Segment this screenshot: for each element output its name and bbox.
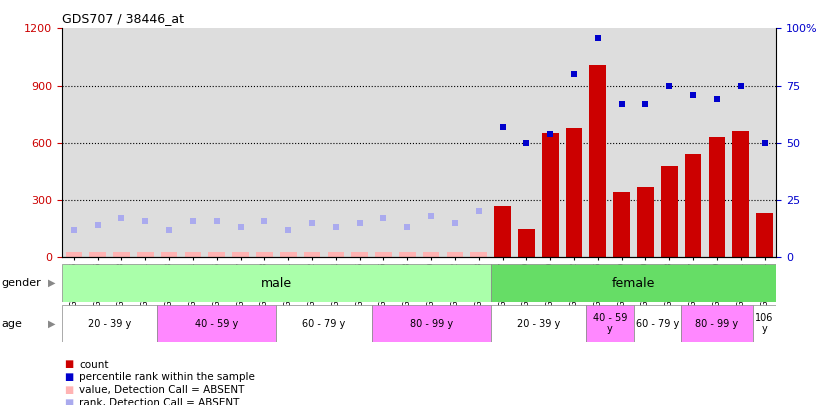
Bar (208, 252, 225, 257)
Bar (613, 192, 630, 257)
Point (353, 220, 366, 226)
Bar (327, 252, 344, 257)
Bar (184, 252, 202, 257)
Bar (637, 187, 654, 257)
Point (472, 208, 486, 215)
Text: ▶: ▶ (48, 278, 55, 288)
Bar (491, 264, 776, 302)
Bar (709, 137, 725, 257)
Bar (161, 252, 178, 257)
Bar (276, 305, 372, 342)
Point (686, 92, 700, 98)
Text: ▶: ▶ (48, 319, 55, 328)
Bar (590, 64, 606, 257)
Bar (304, 252, 320, 257)
Bar (756, 213, 773, 257)
Point (67, 226, 80, 233)
Point (282, 226, 295, 233)
Bar (542, 133, 558, 257)
Point (710, 96, 724, 102)
Point (591, 34, 605, 41)
Point (520, 139, 533, 146)
Bar (62, 305, 157, 342)
Text: count: count (79, 360, 109, 369)
Text: female: female (612, 277, 655, 290)
Text: 80 - 99 y: 80 - 99 y (695, 319, 738, 328)
Point (91, 222, 104, 228)
Bar (566, 128, 582, 257)
Bar (494, 206, 511, 257)
Text: male: male (261, 277, 292, 290)
Text: gender: gender (2, 278, 41, 288)
Bar (752, 305, 776, 342)
Text: 80 - 99 y: 80 - 99 y (410, 319, 453, 328)
Bar (280, 252, 297, 257)
Bar (351, 252, 368, 257)
Bar (634, 305, 681, 342)
Bar (62, 264, 491, 302)
Text: 60 - 79 y: 60 - 79 y (302, 319, 345, 328)
Point (115, 215, 128, 222)
Bar (89, 252, 106, 257)
Bar (518, 228, 534, 257)
Bar (399, 252, 415, 257)
Bar (661, 166, 677, 257)
Bar (375, 252, 392, 257)
Bar (372, 305, 491, 342)
Point (330, 224, 343, 231)
Text: percentile rank within the sample: percentile rank within the sample (79, 373, 255, 382)
Bar (491, 305, 586, 342)
Bar (157, 305, 276, 342)
Point (163, 226, 176, 233)
Bar (685, 154, 701, 257)
Bar (733, 131, 749, 257)
Point (567, 71, 581, 77)
Point (425, 213, 438, 219)
Text: 106
y: 106 y (755, 313, 774, 335)
Point (758, 139, 771, 146)
Point (662, 82, 676, 89)
Point (306, 220, 319, 226)
Point (377, 215, 390, 222)
Point (615, 100, 629, 107)
Text: rank, Detection Call = ABSENT: rank, Detection Call = ABSENT (79, 399, 240, 405)
Bar (113, 252, 130, 257)
Point (210, 217, 223, 224)
Bar (232, 252, 249, 257)
Point (258, 217, 271, 224)
Text: 20 - 39 y: 20 - 39 y (88, 319, 131, 328)
Point (234, 224, 247, 231)
Text: ■: ■ (64, 399, 74, 405)
Bar (447, 252, 463, 257)
Bar (256, 252, 273, 257)
Text: 60 - 79 y: 60 - 79 y (636, 319, 679, 328)
Point (401, 224, 414, 231)
Bar (586, 305, 634, 342)
Text: ■: ■ (64, 373, 74, 382)
Point (734, 82, 748, 89)
Point (449, 220, 462, 226)
Bar (681, 305, 752, 342)
Bar (423, 252, 439, 257)
Text: age: age (2, 319, 22, 328)
Point (187, 217, 200, 224)
Text: GDS707 / 38446_at: GDS707 / 38446_at (62, 12, 184, 25)
Point (638, 100, 652, 107)
Text: ■: ■ (64, 386, 74, 395)
Bar (470, 252, 487, 257)
Text: 20 - 39 y: 20 - 39 y (516, 319, 560, 328)
Point (139, 217, 152, 224)
Text: 40 - 59
y: 40 - 59 y (592, 313, 627, 335)
Bar (137, 252, 154, 257)
Text: value, Detection Call = ABSENT: value, Detection Call = ABSENT (79, 386, 244, 395)
Point (496, 124, 509, 130)
Point (544, 130, 557, 137)
Text: 40 - 59 y: 40 - 59 y (195, 319, 239, 328)
Bar (65, 252, 83, 257)
Text: ■: ■ (64, 360, 74, 369)
